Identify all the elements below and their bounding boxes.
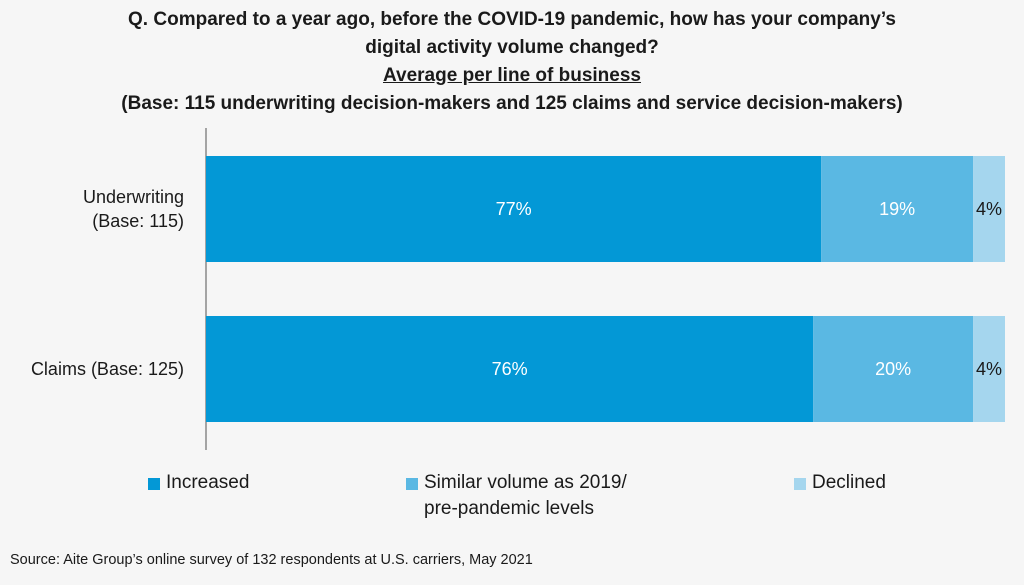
data-label-similar-1: 20%	[875, 359, 911, 379]
legend-label-similar-line2: pre-pandemic levels	[424, 498, 595, 519]
bar-segment-similar-1	[813, 316, 974, 422]
bar-segment-declined-0	[973, 156, 1005, 262]
category-label-0-line-0: Underwriting	[83, 187, 184, 207]
title-line-2: digital activity volume changed?	[365, 37, 659, 58]
bar-segment-declined-1	[973, 316, 1005, 422]
data-label-similar-0: 19%	[879, 199, 915, 219]
legend-swatch-similar	[406, 478, 418, 490]
title-base-note: (Base: 115 underwriting decision-makers …	[121, 93, 903, 114]
legend-swatch-increased	[148, 478, 160, 490]
data-label-declined-1: 4%	[976, 359, 1002, 379]
legend-item-increased: Increased	[148, 470, 249, 496]
stacked-bar-chart: 77% 19% 4% Underwriting (Base: 115) 76% 20% 4% C…	[31, 128, 1005, 450]
legend-swatch-declined	[794, 478, 806, 490]
legend-item-declined: Declined	[794, 470, 886, 496]
bar-segment-increased-1	[206, 316, 814, 422]
chart-title: Q. Compared to a year ago, before the CO…	[0, 6, 1024, 118]
legend-label-declined: Declined	[812, 472, 886, 493]
legend-item-similar: Similar volume as 2019/ pre-pandemic lev…	[406, 470, 627, 522]
title-line-1: Q. Compared to a year ago, before the CO…	[128, 9, 896, 30]
category-label-1-line-0: Claims (Base: 125)	[31, 359, 184, 379]
data-label-declined-0: 4%	[976, 199, 1002, 219]
legend: Increased Similar volume as 2019/ pre-pa…	[0, 470, 1024, 530]
bar-segment-similar-0	[821, 156, 974, 262]
data-label-increased-0: 77%	[496, 199, 532, 219]
category-label-0-line-1: (Base: 115)	[92, 211, 184, 231]
legend-label-similar-line1: Similar volume as 2019/	[424, 472, 627, 493]
bar-segment-increased-0	[206, 156, 822, 262]
legend-label-increased: Increased	[166, 472, 250, 493]
source-note: Source: Aite Group’s online survey of 13…	[10, 552, 533, 568]
data-label-increased-1: 76%	[492, 359, 528, 379]
title-subtitle: Average per line of business	[383, 65, 641, 86]
